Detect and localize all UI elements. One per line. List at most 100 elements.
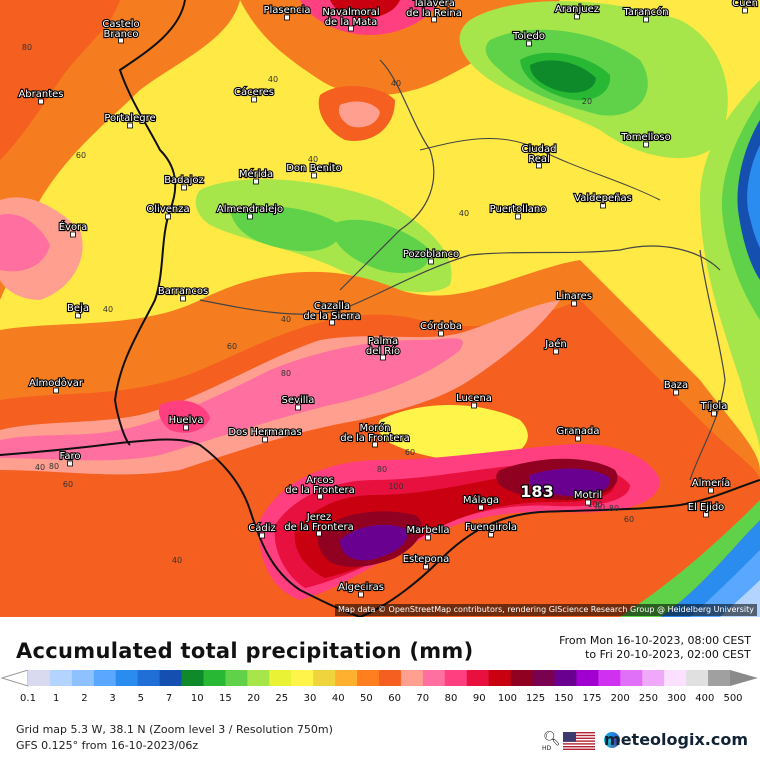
colorbar-tick-label: 300 (667, 693, 686, 704)
city-label: Almodôvar (29, 377, 84, 389)
city-label: Sevilla (282, 395, 315, 406)
city-marker (643, 141, 649, 148)
colorbar-cell (576, 670, 599, 686)
colorbar-tick-label: 60 (388, 693, 401, 704)
city-marker (553, 348, 559, 355)
colorbar-tick-label: 80 (445, 693, 458, 704)
city-label: Beja (67, 303, 89, 314)
colorbar-cell (379, 670, 402, 686)
city-label: Castelo Branco (102, 19, 139, 40)
us-flag-icon[interactable] (563, 732, 595, 750)
grid-info: Grid map 5.3 W, 38.1 N (Zoom level 3 / R… (16, 723, 333, 736)
city-label: Don Benito (286, 163, 342, 174)
city-marker (515, 213, 521, 220)
city-marker (118, 37, 124, 44)
zoom-search-icon[interactable]: 🔍︎ (543, 731, 561, 747)
colorbar-cell (422, 670, 446, 686)
city-marker (372, 441, 378, 448)
city-marker (53, 387, 59, 394)
colorbar-cell (335, 670, 358, 686)
contour-label: 40 (308, 155, 318, 164)
map-attribution[interactable]: Map data © OpenStreetMap contributors, r… (335, 604, 757, 616)
city-marker (488, 531, 494, 538)
city-label: Toledo (512, 31, 545, 42)
colorbar-cell (181, 670, 204, 686)
model-info: GFS 0.125° from 16-10-2023/06z (16, 739, 199, 752)
date-from: From Mon 16-10-2023, 08:00 CEST (559, 634, 751, 647)
city-marker (181, 184, 187, 191)
city-label: Cádiz (248, 522, 276, 534)
city-marker (259, 532, 265, 539)
colorbar-tick-label: 20 (247, 693, 260, 704)
city-label: Tíjola (700, 400, 728, 412)
city-label: Granada (557, 426, 600, 437)
city-label: Fuengirola (465, 522, 517, 533)
city-label: Mérida (239, 168, 273, 180)
precipitation-map[interactable]: 80 40 40 40 20 40 60 40 40 40 60 80 60 60 80 80 60 100 100… (0, 0, 760, 617)
city-label: Badajoz (164, 175, 204, 186)
city-label: Ciudad Real (522, 144, 557, 165)
city-marker (180, 295, 186, 302)
city-label: Pozoblanco (403, 249, 459, 260)
city-label: Almendralejo (217, 204, 283, 215)
contour-label: 40 (172, 556, 182, 565)
colorbar-tick-label: 30 (304, 693, 317, 704)
city-label: Huelva (169, 415, 204, 426)
contour-label: 60 (76, 151, 86, 160)
colorbar-tick-label: 500 (723, 693, 742, 704)
city-marker (317, 493, 323, 500)
city-marker (75, 312, 81, 319)
city-marker (67, 460, 73, 467)
city-label: Palma del Río (366, 336, 400, 357)
colorbar-tick-label: 250 (639, 693, 658, 704)
city-label: Estepona (403, 554, 450, 565)
city-marker (380, 354, 386, 361)
brand-name[interactable]: meteologix.com (604, 730, 748, 749)
city-label: Valdepeñas (574, 193, 632, 204)
colorbar-tick-label: 10 (191, 693, 204, 704)
legend-panel: Accumulated total precipitation (mm) Fro… (0, 617, 760, 760)
colorbar-cell (466, 670, 490, 686)
meteologix-logo-icon[interactable] (604, 732, 620, 748)
city-marker (643, 16, 649, 23)
colorbar-tick-label: 5 (138, 693, 144, 704)
city-marker (247, 213, 253, 220)
city-marker (708, 487, 714, 494)
city-label: Cazalla de la Sierra (303, 301, 360, 322)
colorbar-tick-label: 25 (275, 693, 288, 704)
city-label: Arcos de la Frontera (285, 475, 354, 496)
city-marker (253, 178, 259, 185)
colorbar-cell (620, 670, 643, 686)
city-marker (673, 389, 679, 396)
contour-label: 40 (35, 463, 45, 472)
city-label: Abrantes (18, 89, 63, 100)
city-label: Cáceres (234, 86, 274, 98)
max-value-label: 183 (520, 482, 553, 501)
contour-label: 40 (459, 209, 469, 218)
contour-label: 100 (587, 500, 602, 509)
hd-label[interactable]: HD (542, 745, 552, 752)
city-label: Lucena (456, 393, 492, 404)
city-marker (425, 534, 431, 541)
colorbar-tick-label: 7 (166, 693, 172, 704)
city-marker (585, 499, 591, 506)
city-label: Plasencia (263, 5, 310, 16)
colorbar-cell (247, 670, 270, 686)
contour-label: 40 (391, 79, 401, 88)
colorbar-cell (269, 670, 292, 686)
date-range: From Mon 16-10-2023, 08:00 CEST to Fri 2… (559, 634, 751, 662)
city-label: Portalegre (104, 113, 155, 124)
city-label: Morón de la Frontera (340, 422, 409, 444)
city-marker (183, 424, 189, 431)
colorbar-tick-label: 400 (695, 693, 714, 704)
city-label: Évora (59, 220, 88, 233)
contour-label: 60 (595, 503, 605, 512)
legend-title: Accumulated total precipitation (mm) (16, 639, 474, 663)
city-label: Puertollano (490, 204, 547, 215)
city-marker (438, 330, 444, 337)
city-marker (311, 172, 317, 179)
contour-label: 60 (405, 448, 415, 457)
colorbar-cell (203, 670, 226, 686)
colorbar-tick-label: 2 (81, 693, 87, 704)
contour-label: 80 (281, 369, 291, 378)
